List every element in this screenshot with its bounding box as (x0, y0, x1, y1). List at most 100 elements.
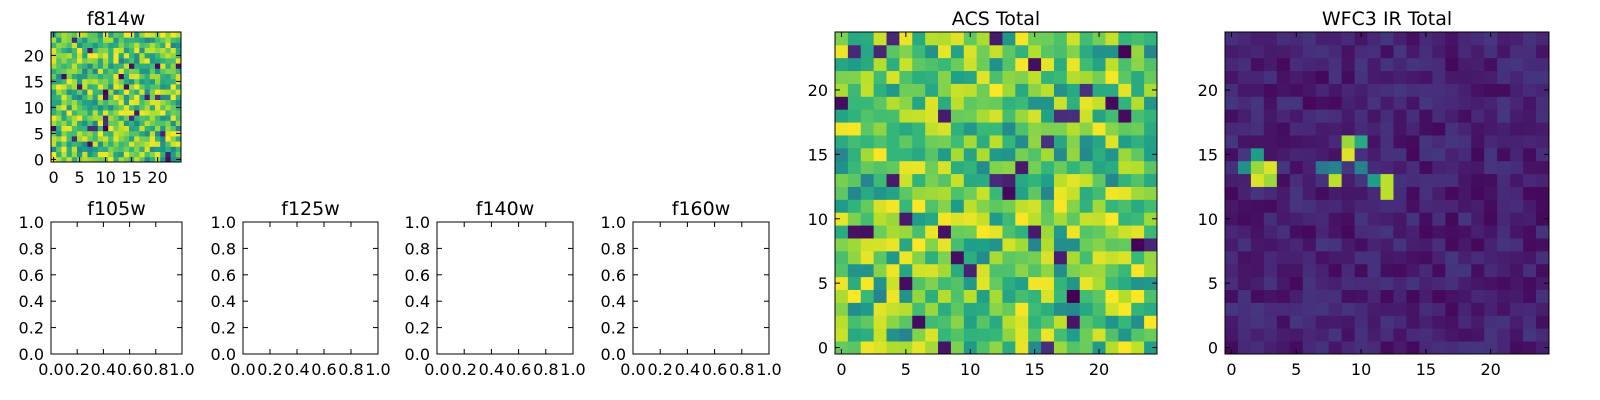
heatmap-cell (899, 147, 913, 162)
heatmap-cell (1263, 212, 1278, 226)
heatmap-cell (1131, 186, 1145, 200)
heatmap-cell (835, 109, 849, 123)
heatmap-cell (1302, 70, 1317, 84)
heatmap-cell (1092, 289, 1106, 303)
heatmap-cell (1341, 57, 1355, 72)
heatmap-cell (1458, 302, 1472, 316)
heatmap-cell (1289, 109, 1304, 123)
y-tick-label: 0.8 (19, 239, 44, 258)
heatmap-cell (82, 136, 88, 142)
heatmap-cell (1144, 83, 1158, 97)
heatmap-cell (1510, 173, 1524, 187)
heatmap-cell (1484, 109, 1498, 123)
heatmap-cell (1237, 32, 1252, 46)
heatmap-cell (87, 151, 93, 158)
heatmap-cell (1380, 212, 1394, 226)
heatmap-cell (51, 151, 57, 158)
heatmap-cell (835, 135, 849, 149)
heatmap-cell (912, 186, 926, 200)
heatmap-cell (134, 94, 140, 100)
heatmap-cell (1523, 32, 1537, 46)
heatmap-cell (1053, 70, 1068, 84)
heatmap-cell (1367, 238, 1381, 252)
heatmap-cell (92, 99, 99, 106)
heatmap-cell (1263, 160, 1278, 175)
heatmap-cell (1289, 135, 1304, 149)
heatmap-cell (1237, 315, 1252, 329)
heatmap-cell (1497, 70, 1511, 84)
heatmap-cell (1237, 70, 1252, 84)
heatmap-cell (51, 125, 57, 132)
heatmap-cell (92, 120, 99, 126)
heatmap-cell (82, 63, 88, 69)
heatmap-cell (1328, 302, 1343, 316)
heatmap-cell (1250, 289, 1265, 303)
heatmap-cell (925, 135, 939, 149)
heatmap-cell (134, 104, 140, 111)
x-tick-label: 1.0 (169, 360, 194, 379)
heatmap-cell (113, 151, 119, 158)
heatmap-cell (886, 276, 900, 290)
heatmap-cell (1445, 276, 1459, 290)
heatmap-cell (144, 151, 151, 158)
heatmap-cell (1393, 263, 1407, 278)
heatmap-cell (1484, 32, 1498, 46)
heatmap-cell (1118, 32, 1132, 46)
heatmap-cell (1497, 250, 1511, 265)
heatmap-cell (1066, 147, 1081, 162)
heatmap-cell (1276, 302, 1291, 316)
heatmap-cell (1315, 328, 1330, 342)
heatmap-cell (1237, 83, 1252, 97)
heatmap-cell (1092, 341, 1106, 355)
heatmap-cell (1092, 173, 1106, 187)
heatmap-cell (165, 146, 171, 152)
heatmap-cell (87, 146, 93, 152)
heatmap-cell (92, 42, 99, 48)
y-tick-label: 0.2 (211, 319, 236, 338)
heatmap-cell (1484, 147, 1498, 162)
heatmap-cell (963, 328, 978, 342)
heatmap-cell (155, 99, 161, 106)
heatmap-cell (1341, 199, 1355, 213)
heatmap-cell (97, 141, 104, 147)
heatmap-cell (1028, 225, 1042, 239)
heatmap-cell (51, 63, 57, 69)
heatmap-cell (989, 70, 1003, 84)
heatmap-cell (1445, 109, 1459, 123)
heatmap-cell (1471, 289, 1485, 303)
heatmap-cell (1237, 263, 1252, 278)
heatmap-cell (1328, 289, 1343, 303)
heatmap-cell (1225, 289, 1239, 303)
heatmap-cell (1380, 328, 1394, 342)
heatmap-cell (82, 68, 88, 74)
heatmap-cell (175, 58, 182, 64)
heatmap-cell (113, 73, 119, 80)
heatmap-cell (950, 263, 965, 278)
heatmap-cell (144, 73, 151, 80)
heatmap-cell (71, 37, 78, 43)
heatmap-cell (847, 173, 862, 187)
heatmap-cell (97, 32, 104, 38)
heatmap-cell (103, 141, 109, 147)
heatmap-cell (1105, 173, 1119, 187)
heatmap-cell (1484, 302, 1498, 316)
x-tick-label: 1.0 (365, 360, 390, 379)
heatmap-cell (97, 37, 104, 43)
heatmap-cell (1066, 57, 1081, 72)
heatmap-cell (950, 225, 965, 239)
heatmap-cell (160, 136, 166, 142)
heatmap-cell (149, 42, 156, 48)
heatmap-cell (847, 109, 862, 123)
heatmap-cell (1250, 135, 1265, 149)
heatmap-cell (82, 47, 88, 54)
heatmap-cell (1419, 341, 1433, 355)
heatmap-cell (835, 173, 849, 187)
heatmap-cell (82, 58, 88, 64)
heatmap-cell (87, 141, 93, 147)
heatmap-cell (113, 130, 119, 137)
heatmap-cell (1092, 315, 1106, 329)
heatmap-cell (56, 63, 62, 69)
heatmap-cell (108, 156, 114, 163)
heatmap-cell (1092, 70, 1106, 84)
